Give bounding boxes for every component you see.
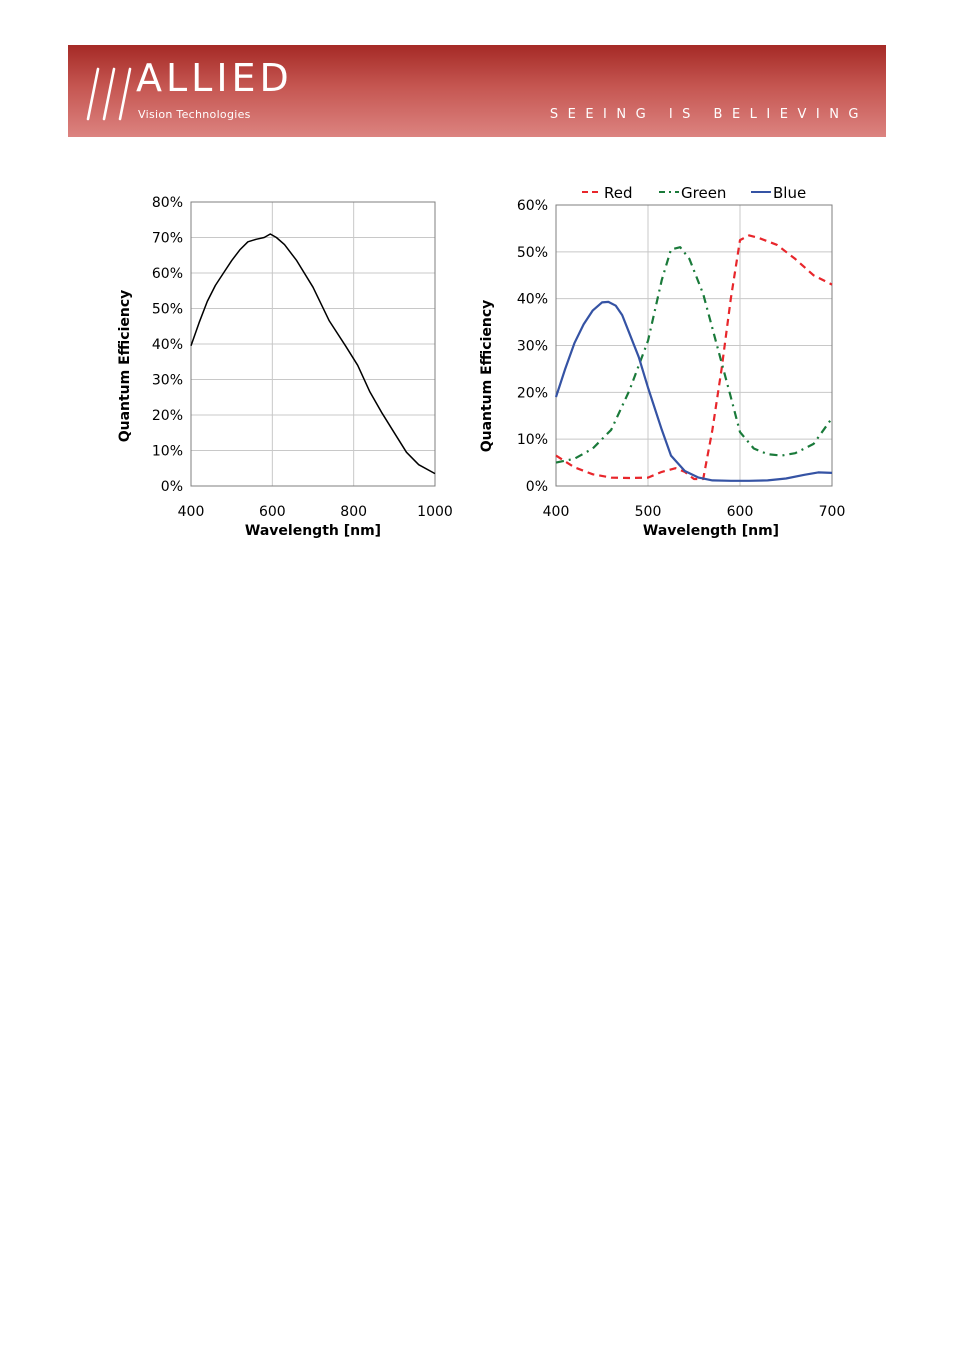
triple-slash-logo-icon <box>86 67 132 121</box>
mono-x-axis-label: Wavelength [nm] <box>245 523 381 539</box>
mono-series <box>190 233 436 475</box>
mono-y-tick-label: 40% <box>152 337 183 353</box>
legend-label-red: Red <box>604 184 633 202</box>
mono-y-axis-label: Quantum Efficiency <box>117 290 133 443</box>
mono-x-tick-label: 400 <box>178 504 205 520</box>
color-legend: Red Green Blue <box>582 184 806 202</box>
mono-y-tick-label: 20% <box>152 408 183 424</box>
legend-label-blue: Blue <box>773 184 806 202</box>
mono-y-tick-label: 30% <box>152 373 183 389</box>
mono-series-line-0 <box>190 233 436 475</box>
color-x-tick-label: 600 <box>727 504 754 520</box>
color-x-tick-label: 500 <box>635 504 662 520</box>
color-y-tick-label: 0% <box>526 479 548 495</box>
color-y-tick-label: 60% <box>517 198 548 214</box>
mono-y-tick-label: 80% <box>152 195 183 211</box>
color-x-tick-label: 700 <box>819 504 846 520</box>
brand-name: ALLIED <box>136 56 293 100</box>
qe-charts: 0% 10% 20% 30% 40% 50% 60% 70% 80% 400 600 800 1000… <box>117 184 845 539</box>
mono-y-tick-label: 70% <box>152 231 183 247</box>
mono-y-tick-label: 50% <box>152 302 183 318</box>
mono-y-ticks: 0% 10% 20% 30% 40% 50% 60% 70% 80% <box>152 195 183 495</box>
color-y-axis-label: Quantum Efficiency <box>479 300 495 453</box>
color-x-tick-label: 400 <box>543 504 570 520</box>
mono-y-tick-label: 60% <box>152 266 183 282</box>
mono-x-tick-label: 600 <box>259 504 286 520</box>
color-y-tick-label: 10% <box>517 432 548 448</box>
color-series-line-blue <box>554 300 833 482</box>
color-y-tick-label: 20% <box>517 385 548 401</box>
color-y-ticks: 0% 10% 20% 30% 40% 50% 60% <box>517 198 548 495</box>
color-x-ticks: 400 500 600 700 <box>543 504 846 520</box>
legend-label-green: Green <box>681 184 726 202</box>
mono-x-ticks: 400 600 800 1000 <box>178 504 453 520</box>
color-series-line-green <box>555 246 833 464</box>
color-plot-frame <box>555 204 833 487</box>
brand-tagline: SEEING IS BELIEVING <box>549 107 868 122</box>
brand-subtitle: Vision Technologies <box>138 108 251 121</box>
color-y-tick-label: 40% <box>517 292 548 308</box>
brand-header: ALLIED Vision Technologies SEEING IS BEL… <box>68 45 886 137</box>
mono-grid <box>191 202 435 486</box>
mono-y-tick-label: 0% <box>161 479 183 495</box>
color-y-tick-label: 30% <box>517 339 548 355</box>
color-chart: 0% 10% 20% 30% 40% 50% 60% 400 500 600 700 Quantu… <box>479 184 845 539</box>
mono-x-tick-label: 1000 <box>417 504 453 520</box>
color-y-tick-label: 50% <box>517 245 548 261</box>
color-x-axis-label: Wavelength [nm] <box>643 523 779 539</box>
color-series <box>554 234 833 482</box>
mono-y-tick-label: 10% <box>152 444 183 460</box>
mono-x-tick-label: 800 <box>340 504 367 520</box>
mono-chart: 0% 10% 20% 30% 40% 50% 60% 70% 80% 400 600 800 1000… <box>117 195 453 539</box>
color-grid <box>556 205 832 486</box>
